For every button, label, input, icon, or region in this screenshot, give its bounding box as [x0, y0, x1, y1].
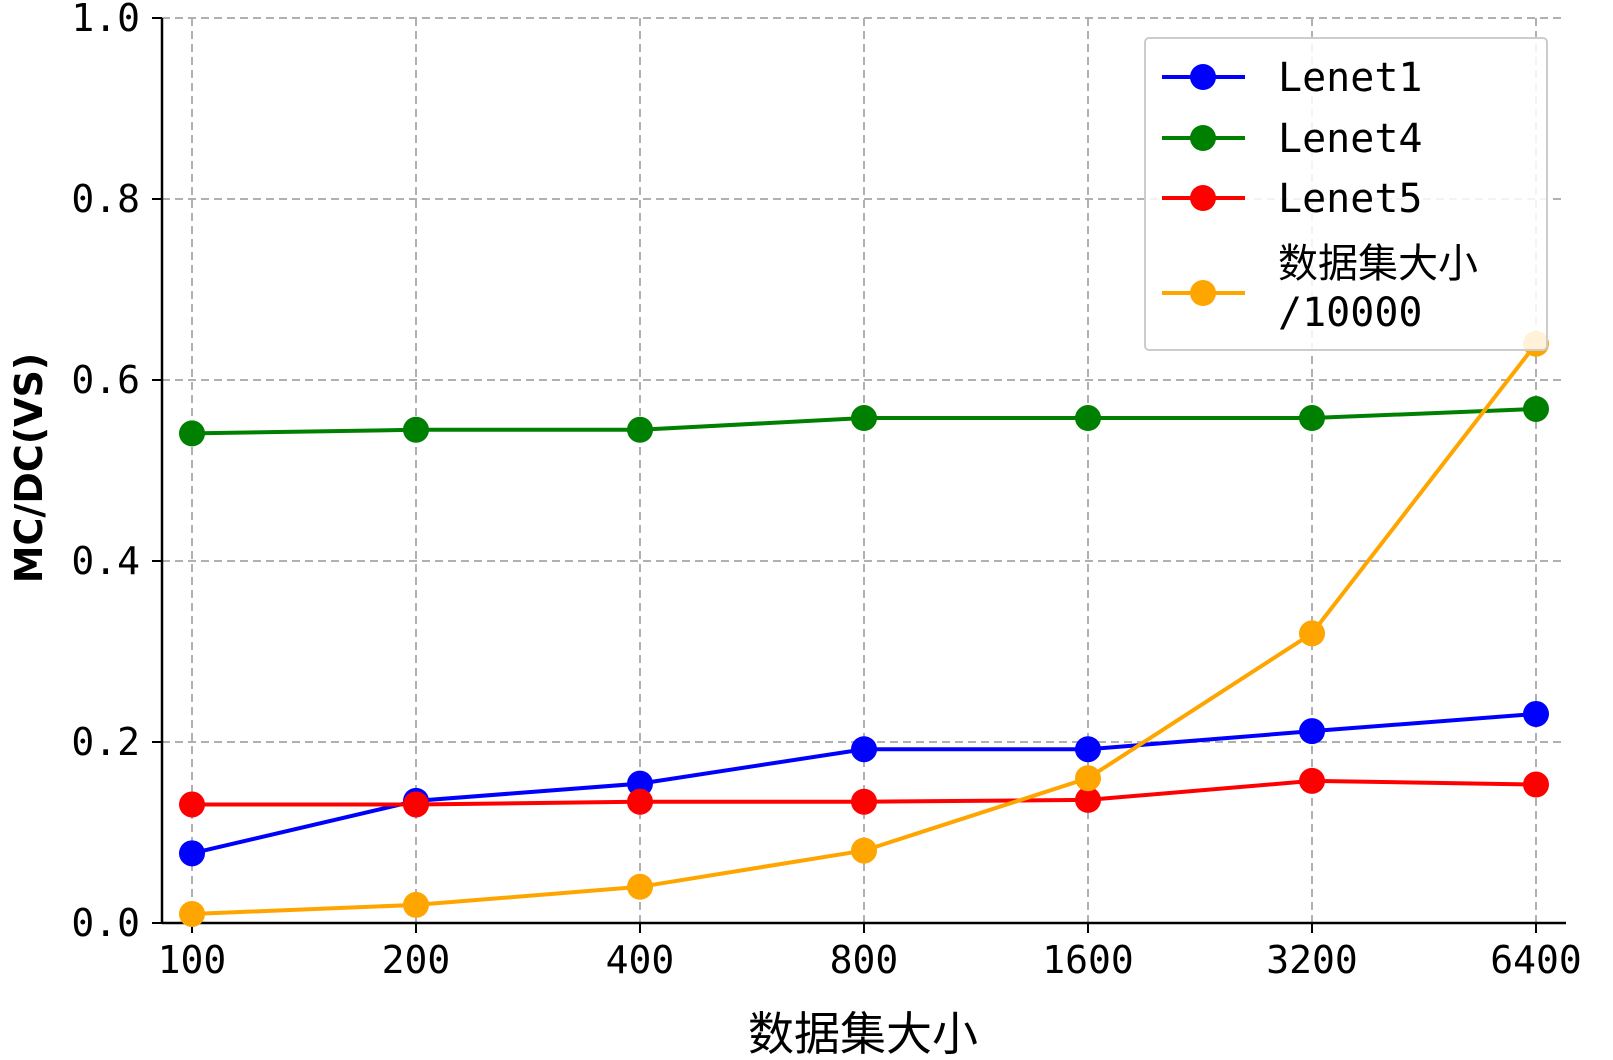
y-axis-label: MC/DC(VS): [7, 353, 51, 584]
data-point: [403, 416, 429, 443]
x-tick-label: 200: [382, 938, 451, 982]
legend-label: Lenet4: [1278, 116, 1423, 162]
legend-marker-1: [1190, 64, 1216, 90]
series-layer: [179, 330, 1549, 927]
data-point: [1299, 620, 1325, 647]
x-tick-label: 100: [158, 938, 227, 982]
data-point: [179, 840, 205, 867]
data-point: [1299, 718, 1325, 745]
x-tick-label: 800: [830, 938, 899, 982]
y-tick-label: 0.2: [71, 720, 140, 764]
y-tick-label: 0.4: [71, 539, 140, 583]
data-point: [1523, 771, 1549, 798]
legend-label: 数据集大小: [1278, 241, 1478, 287]
data-point: [403, 791, 429, 818]
tick-labels: 100 200 400 800 1600 3200 6400 0.0 0.2 0.4 0.6 0.8 1…: [71, 0, 1581, 982]
axes: [152, 17, 1566, 933]
legend-label: Lenet5: [1278, 176, 1423, 222]
legend-label: Lenet1: [1278, 55, 1423, 101]
legend-label: /10000: [1278, 290, 1423, 336]
legend: Lenet1 Lenet4 Lenet5 数据集大小/10000: [1144, 37, 1548, 351]
data-point: [627, 770, 653, 797]
data-point: [1075, 765, 1101, 792]
data-point: [851, 405, 877, 432]
legend-marker-4: [1190, 280, 1216, 306]
legend-box: [1144, 37, 1548, 351]
data-point: [1075, 786, 1101, 813]
y-tick-label: 1.0: [71, 0, 140, 40]
legend-marker-3: [1190, 185, 1216, 211]
x-tick-label: 1600: [1042, 938, 1134, 982]
y-tick-label: 0.6: [71, 358, 140, 402]
data-point: [1299, 767, 1325, 794]
data-point: [851, 788, 877, 815]
y-tick-label: 0.8: [71, 177, 140, 221]
data-point: [627, 416, 653, 443]
x-tick-label: 400: [606, 938, 675, 982]
x-tick-label: 6400: [1490, 938, 1582, 982]
legend-marker-2: [1190, 125, 1216, 151]
data-point: [851, 837, 877, 864]
data-point: [627, 788, 653, 815]
data-point: [179, 900, 205, 927]
data-point: [851, 736, 877, 763]
x-axis-label: 数据集大小: [748, 1007, 978, 1060]
data-point: [1299, 405, 1325, 432]
data-point: [403, 891, 429, 918]
data-point: [1075, 405, 1101, 432]
data-point: [1523, 395, 1549, 422]
data-point: [1523, 700, 1549, 727]
x-tick-label: 3200: [1266, 938, 1358, 982]
y-tick-label: 0.0: [71, 901, 140, 945]
data-point: [627, 873, 653, 900]
data-point: [1075, 736, 1101, 763]
data-point: [179, 791, 205, 818]
data-point: [179, 420, 205, 447]
